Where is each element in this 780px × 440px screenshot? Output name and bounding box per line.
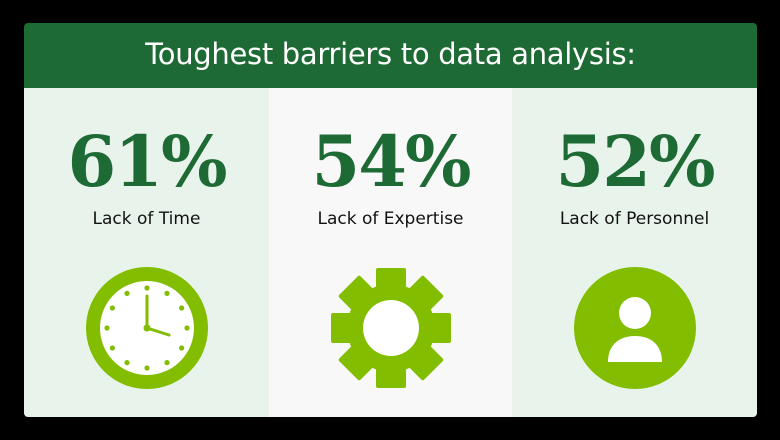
stat-panel-personnel: 52% Lack of Personnel xyxy=(512,88,757,417)
stat-value: 52% xyxy=(555,120,716,203)
person-icon xyxy=(573,267,696,389)
clock-icon xyxy=(85,267,208,389)
header-banner: Toughest barriers to data analysis: xyxy=(24,23,757,88)
header-title: Toughest barriers to data analysis: xyxy=(145,36,636,71)
stat-panel-expertise: 54% Lack of Expertise xyxy=(269,88,512,417)
stat-panel-time: 61% Lack of Time xyxy=(24,88,269,417)
infographic-card: Toughest barriers to data analysis: 61% … xyxy=(24,23,757,417)
stat-value: 61% xyxy=(67,120,228,203)
stat-label: Lack of Time xyxy=(92,209,201,229)
gear-icon xyxy=(330,268,451,388)
stat-value: 54% xyxy=(311,120,472,203)
stat-label: Lack of Personnel xyxy=(559,209,710,229)
stat-label: Lack of Expertise xyxy=(317,209,464,229)
